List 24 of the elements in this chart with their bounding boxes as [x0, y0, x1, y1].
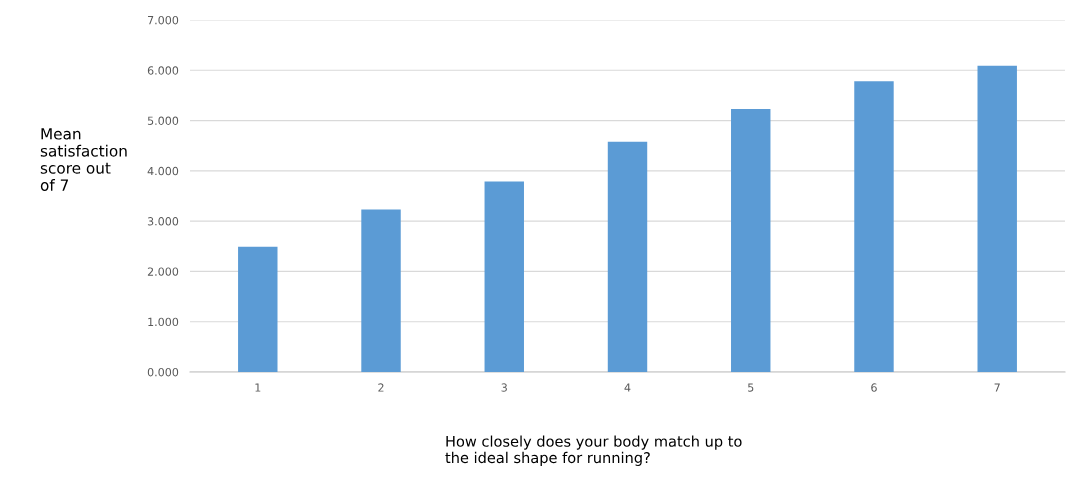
- y-axis-title: Mean satisfaction score out of 7: [40, 128, 127, 191]
- bar: [238, 246, 278, 372]
- bar: [854, 81, 894, 372]
- x-tick-label: 5: [748, 383, 754, 392]
- bar: [607, 141, 648, 372]
- y-tick-label: 7.000: [147, 15, 179, 25]
- bar: [731, 109, 771, 372]
- x-tick-label: 2: [378, 383, 384, 392]
- y-tick-label: 3.000: [147, 217, 179, 226]
- x-tick-label: 4: [624, 383, 631, 392]
- x-axis-title: How closely does your body match up to the ideal shape for running?: [445, 435, 742, 466]
- y-tick-label: 2.000: [147, 267, 179, 276]
- x-tick-label: 1: [255, 383, 261, 392]
- y-tick-label: 6.000: [147, 66, 179, 75]
- bar: [484, 181, 524, 372]
- y-tick-label: 0.000: [147, 367, 179, 377]
- x-tick-label: 7: [994, 383, 1000, 392]
- x-tick-label: 6: [871, 383, 877, 392]
- bar: [361, 209, 401, 372]
- bar: [977, 65, 1017, 372]
- x-tick-label: 3: [501, 383, 507, 392]
- y-tick-label: 1.000: [148, 317, 179, 327]
- y-tick-label: 5.000: [147, 116, 179, 125]
- y-tick-label: 4.000: [147, 166, 179, 176]
